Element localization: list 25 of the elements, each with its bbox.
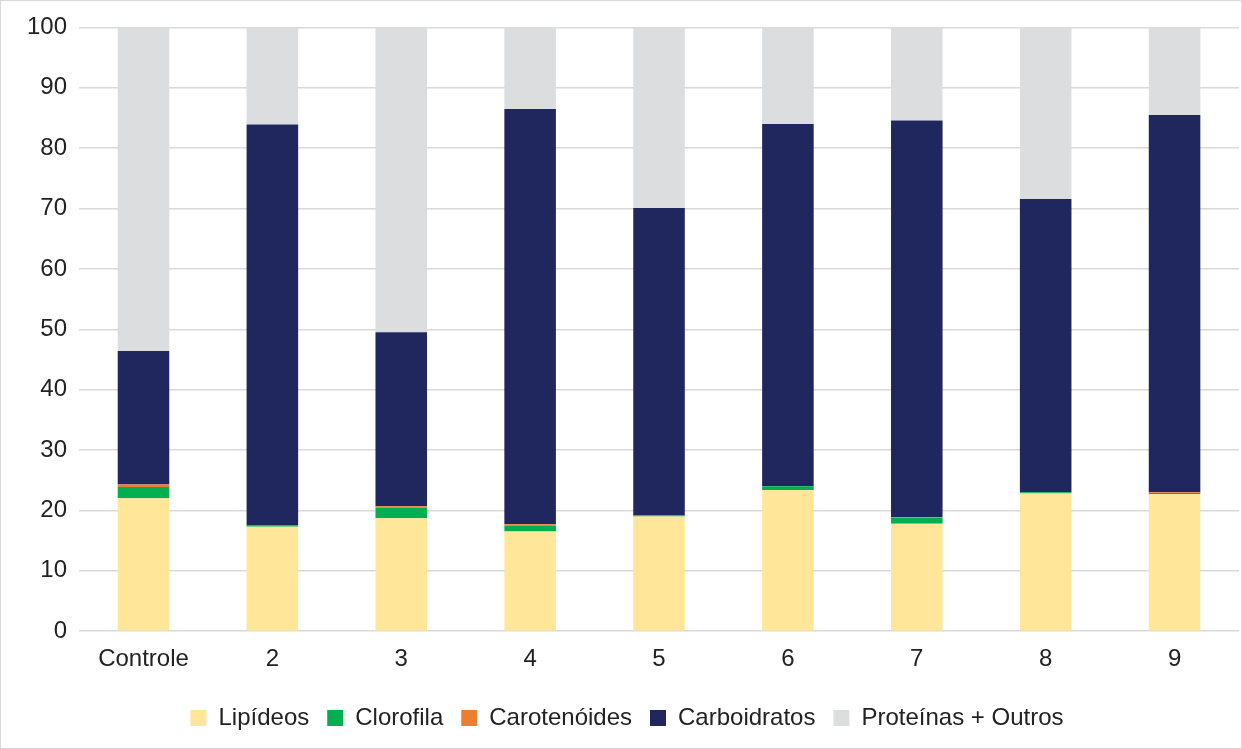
x-tick-label: 2 xyxy=(265,644,280,672)
x-tick-label: 9 xyxy=(1167,644,1182,672)
legend-label: Clorofila xyxy=(355,702,444,730)
legend-label: Lipídeos xyxy=(218,702,310,730)
x-tick-label: 4 xyxy=(523,644,537,672)
y-tick-label: 100 xyxy=(27,12,68,40)
y-tick-label: 60 xyxy=(40,253,68,281)
x-tick-label: 7 xyxy=(910,644,924,672)
x-tick-label: 8 xyxy=(1038,644,1053,672)
y-tick-label: 80 xyxy=(40,132,68,160)
y-tick-label: 90 xyxy=(40,72,68,100)
y-tick-label: 20 xyxy=(40,495,68,523)
legend-label: Proteínas + Outros xyxy=(861,702,1064,730)
y-tick-label: 40 xyxy=(40,374,68,402)
y-tick-label: 70 xyxy=(40,193,68,221)
x-tick-label: Controle xyxy=(98,644,189,672)
y-tick-label: 50 xyxy=(40,313,68,341)
x-tick-label: 3 xyxy=(394,644,408,672)
y-tick-label: 0 xyxy=(53,615,68,643)
y-tick-label: 30 xyxy=(40,434,68,462)
x-tick-label: 5 xyxy=(652,644,666,672)
legend-label: Carotenóides xyxy=(489,702,633,730)
y-tick-label: 10 xyxy=(40,555,68,583)
legend-label: Carboidratos xyxy=(678,702,816,730)
x-tick-label: 6 xyxy=(781,644,795,672)
